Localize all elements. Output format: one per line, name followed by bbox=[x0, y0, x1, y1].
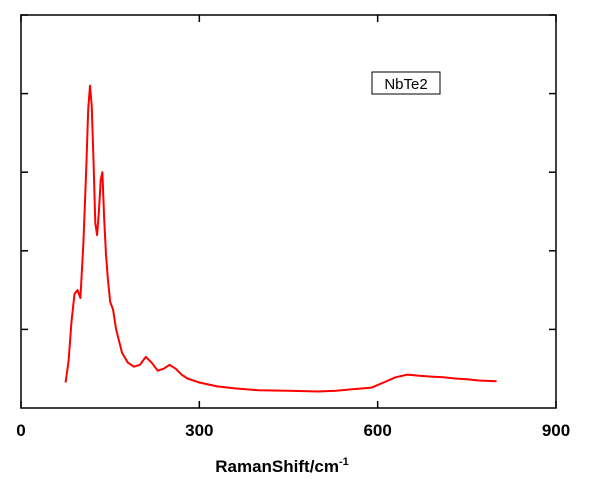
x-axis-tick-labels: 0 300 600 900 bbox=[16, 421, 570, 440]
x-tick-label: 600 bbox=[363, 421, 391, 440]
y-axis-ticks bbox=[21, 14, 556, 331]
x-tick-label: 900 bbox=[542, 421, 570, 440]
legend-box bbox=[371, 71, 441, 95]
x-axis-title: RamanShift/cm-1 bbox=[215, 456, 349, 476]
x-axis-title-superscript: -1 bbox=[339, 456, 349, 468]
x-axis-ticks bbox=[20, 15, 557, 408]
plot-frame bbox=[20, 14, 557, 409]
x-axis-title-main: RamanShift/cm bbox=[215, 457, 339, 476]
series-line-nbte2 bbox=[64, 84, 497, 393]
x-tick-label: 0 bbox=[16, 421, 25, 440]
x-tick-label: 300 bbox=[185, 421, 213, 440]
legend: NbTe2 bbox=[371, 71, 441, 95]
legend-label: NbTe2 bbox=[384, 76, 427, 93]
